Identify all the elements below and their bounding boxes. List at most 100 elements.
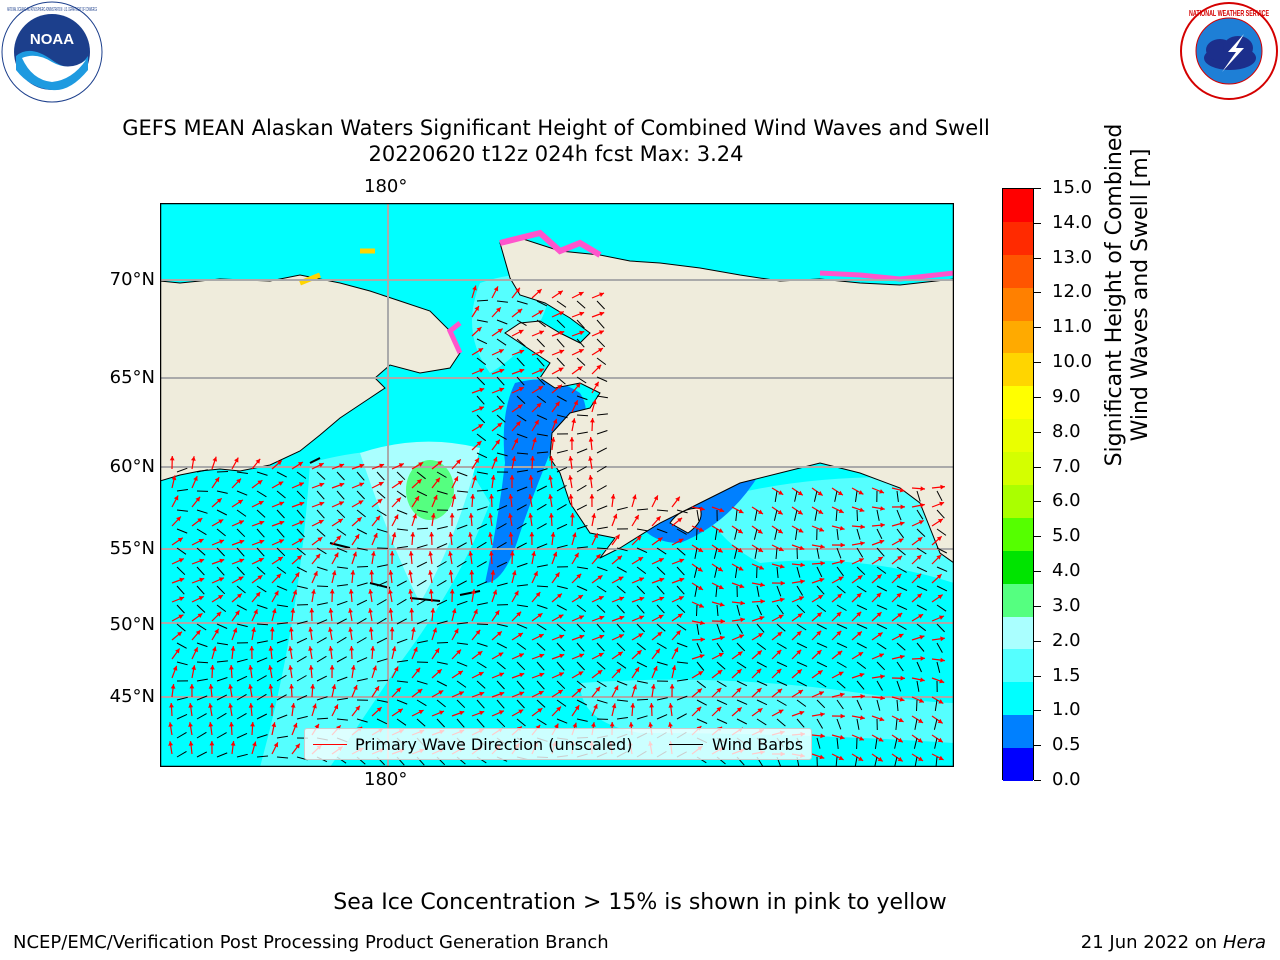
wind-barb [936, 585, 948, 592]
wind-barb [256, 755, 269, 758]
wave-arrow-head [698, 585, 703, 590]
wave-arrow-head [175, 648, 180, 654]
colorbar-tick-label: 15.0 [1052, 177, 1093, 198]
colorbar-segment [1003, 583, 1033, 618]
wave-arrow-head [294, 572, 300, 578]
wind-barb [816, 604, 827, 613]
wind-barb [816, 623, 827, 630]
wave-arrow-head [736, 669, 742, 674]
wave-arrow-head [572, 532, 577, 538]
wind-barb [496, 642, 508, 649]
wind-barb [236, 753, 248, 758]
wind-barb [216, 732, 227, 739]
wave-arrow-head [858, 490, 864, 495]
wave-arrow-head [878, 737, 884, 742]
wind-barb [916, 623, 927, 632]
wind-barb [856, 604, 868, 611]
wave-arrow-head [778, 546, 784, 551]
wave-arrow-head [856, 611, 862, 617]
wind-barb [436, 699, 446, 708]
wave-arrow-head [777, 528, 783, 534]
wind-barb [216, 623, 228, 629]
wave-arrow-head [552, 418, 558, 424]
wave-arrow-head [840, 713, 845, 719]
wind-barb [816, 718, 824, 729]
colorbar-tick-label: 5.0 [1052, 525, 1081, 547]
wind-barb [316, 471, 326, 480]
wave-arrow-head [519, 691, 525, 696]
wind-barb [676, 528, 687, 535]
wind-barb [496, 433, 507, 440]
wave-arrow-head [576, 573, 582, 579]
wind-barb [196, 713, 207, 720]
wave-arrow-head [779, 597, 785, 603]
wind-barb [456, 490, 468, 493]
wave-arrow-head [649, 703, 654, 708]
wind-barb [376, 718, 388, 725]
wind-barb [556, 319, 566, 329]
wave-arrow-head [936, 554, 942, 560]
wind-barb [436, 526, 448, 530]
wave-arrow-head [717, 566, 723, 572]
wave-arrow-head [738, 566, 744, 571]
wave-arrow-head [718, 584, 724, 590]
wave-arrow-head [879, 489, 884, 494]
wave-arrow-head [668, 722, 673, 727]
wind-barb [436, 490, 448, 495]
wind-barb [256, 490, 267, 498]
wave-arrow-head [617, 555, 622, 561]
wave-arrow-head [880, 674, 885, 680]
wind-barb [636, 566, 647, 575]
wave-arrow-head [308, 665, 314, 670]
wind-barb [476, 319, 488, 323]
wind-barb [416, 640, 428, 644]
wave-arrow-head [699, 506, 705, 512]
wind-barb [676, 642, 688, 648]
wind-barb [816, 699, 826, 709]
wave-arrow-head [496, 631, 502, 637]
wave-arrow-head [479, 691, 485, 697]
wind-barb [694, 585, 698, 597]
wave-arrow-head [432, 627, 437, 633]
wave-arrow-head [509, 551, 515, 556]
wave-arrow-head [634, 667, 640, 673]
wave-arrow-head [198, 539, 204, 544]
wave-arrow-head [519, 672, 525, 678]
colorbar-tick-mark [1034, 571, 1041, 573]
wind-barb [776, 680, 788, 686]
wave-arrow-head [296, 555, 302, 561]
wind-barb [616, 604, 625, 614]
wave-arrow-head [290, 608, 296, 613]
lat-label-60: 60°N [109, 456, 155, 477]
wind-barb [796, 642, 808, 649]
wind-barb [516, 642, 527, 650]
wave-arrow-head [451, 494, 457, 500]
wave-arrow-head [857, 575, 863, 580]
wind-barb [496, 487, 508, 492]
wave-arrow-head [557, 384, 562, 390]
wind-barb [216, 712, 227, 720]
wind-barb [256, 640, 268, 644]
wave-arrow-head [879, 716, 885, 722]
colorbar-segment [1003, 221, 1033, 256]
wave-arrow-head [433, 495, 438, 500]
wind-barb [556, 585, 568, 590]
wave-arrow-head [859, 672, 865, 678]
wind-barb [436, 680, 448, 687]
wave-arrow-head [409, 608, 415, 613]
wave-arrow-head [456, 459, 461, 465]
wave-arrow-head [917, 593, 922, 599]
colorbar-tick-mark [1034, 327, 1041, 329]
wave-arrow-head [917, 738, 923, 743]
wind-barb [616, 585, 626, 594]
wind-barb [656, 623, 666, 632]
wave-arrow-head [571, 418, 576, 423]
wind-barb [476, 623, 489, 625]
wave-arrow-head [317, 537, 323, 542]
wind-barb [736, 623, 743, 634]
wave-arrow-head [372, 665, 377, 671]
wave-arrow-head [308, 646, 313, 651]
wind-barb [576, 338, 585, 348]
wave-arrow-head [899, 521, 905, 526]
wind-barb [336, 566, 348, 569]
